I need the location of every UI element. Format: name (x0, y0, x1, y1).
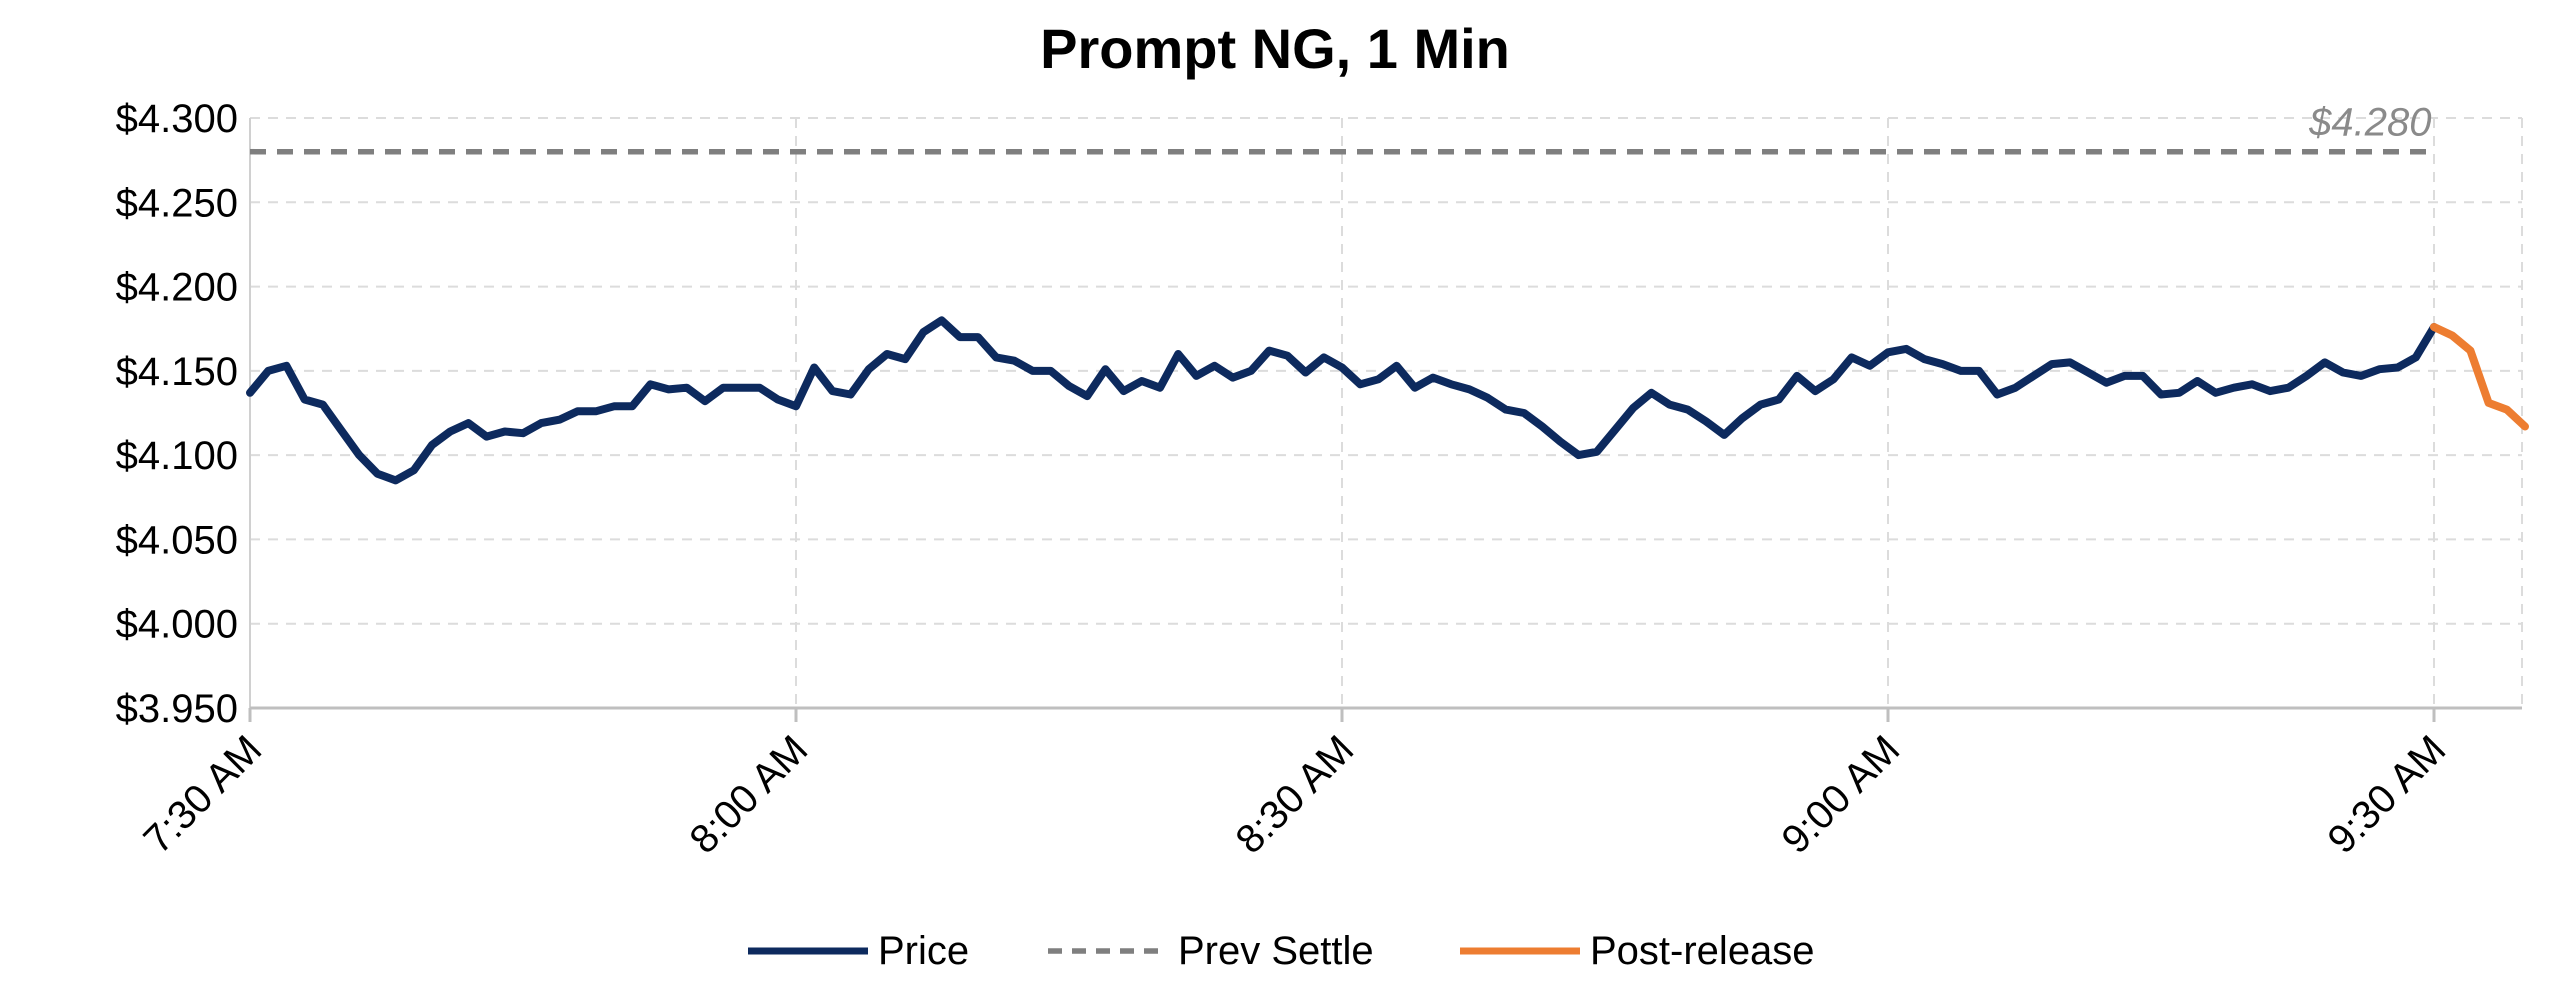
legend-item-price: Price (748, 929, 969, 973)
y-tick-label: $4.050 (116, 518, 238, 562)
y-tick-label: $4.300 (116, 97, 238, 141)
legend-label: Post-release (1590, 929, 1815, 973)
annotations: $4.280 (2308, 101, 2431, 145)
x-tick-label: 8:30 AM (1227, 727, 1362, 862)
series (246, 148, 2529, 485)
series-post-release-line (2430, 323, 2529, 431)
legend-item-post-release: Post-release (1460, 929, 1815, 973)
x-tick-label: 7:30 AM (135, 727, 270, 862)
axes: $3.950 $4.000 $4.050 $4.100 $4.150 $4.200 $4.2… (116, 97, 2522, 862)
prev-settle-annotation: $4.280 (2308, 101, 2431, 145)
legend-label: Price (878, 929, 969, 973)
legend-item-prev-settle: Prev Settle (1048, 929, 1374, 973)
x-tick-label: 8:00 AM (681, 727, 816, 862)
x-tick-label: 9:30 AM (2319, 727, 2454, 862)
legend: Price Prev Settle Post-release (748, 929, 1815, 973)
y-tick-label: $4.150 (116, 350, 238, 394)
y-tick-label: $4.100 (116, 434, 238, 478)
grid (250, 117, 2523, 708)
x-tick-label: 9:00 AM (1773, 727, 1908, 862)
y-tick-label: $3.950 (116, 687, 238, 731)
y-tick-label: $4.000 (116, 603, 238, 647)
y-tick-label: $4.200 (116, 266, 238, 310)
series-price-line (246, 316, 2438, 485)
legend-label: Prev Settle (1178, 929, 1374, 973)
chart-title: Prompt NG, 1 Min (1040, 17, 1510, 80)
y-tick-label: $4.250 (116, 181, 238, 225)
